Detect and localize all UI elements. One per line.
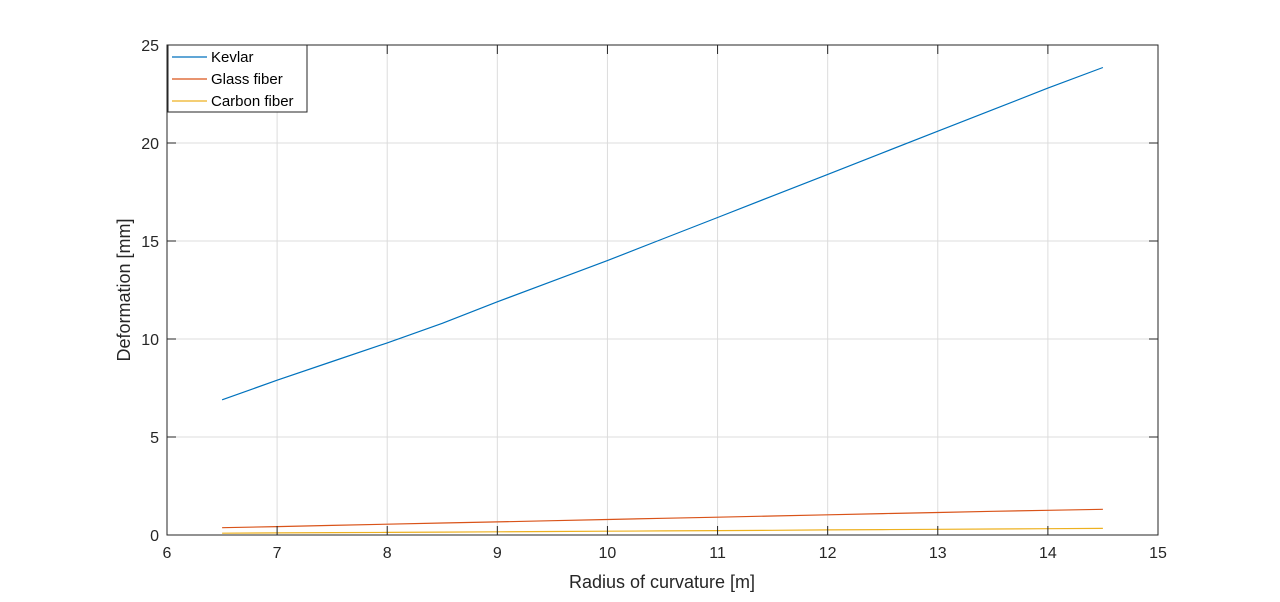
- x-tick-label: 8: [383, 545, 392, 562]
- series-line-glass-fiber: [222, 508, 1103, 529]
- y-tick-label: 20: [141, 136, 159, 153]
- y-tick-label: 0: [150, 528, 159, 545]
- axes-frame: [166, 44, 1159, 536]
- plot-area: [167, 45, 1158, 535]
- legend-label-kevlar: Kevlar: [211, 49, 254, 66]
- legend: Kevlar Glass fiber Carbon fiber: [167, 44, 308, 113]
- series-line-kevlar: [221, 66, 1104, 401]
- y-tick-label: 10: [141, 332, 159, 349]
- y-tick-label: 5: [150, 430, 159, 447]
- legend-label-glass-fiber: Glass fiber: [211, 71, 283, 88]
- x-tick-label: 7: [273, 545, 282, 562]
- x-tick-label: 12: [819, 545, 837, 562]
- series-layer: [221, 66, 1104, 534]
- x-tick-label: 9: [493, 545, 502, 562]
- y-axis-title: Deformation [mm]: [114, 218, 134, 361]
- x-axis-title: Radius of curvature [m]: [569, 572, 755, 592]
- series-line-carbon-fiber: [222, 527, 1103, 534]
- x-tick-label: 6: [163, 545, 172, 562]
- y-tick-label: 15: [141, 234, 159, 251]
- x-tick-label: 11: [709, 545, 726, 562]
- y-tick-label: 25: [141, 38, 159, 55]
- grid: [167, 45, 1158, 535]
- x-tick-label: 10: [599, 545, 617, 562]
- x-tick-label: 13: [929, 545, 947, 562]
- x-tick-label: 14: [1039, 545, 1057, 562]
- x-tick-label: 15: [1149, 545, 1167, 562]
- legend-label-carbon-fiber: Carbon fiber: [211, 93, 294, 110]
